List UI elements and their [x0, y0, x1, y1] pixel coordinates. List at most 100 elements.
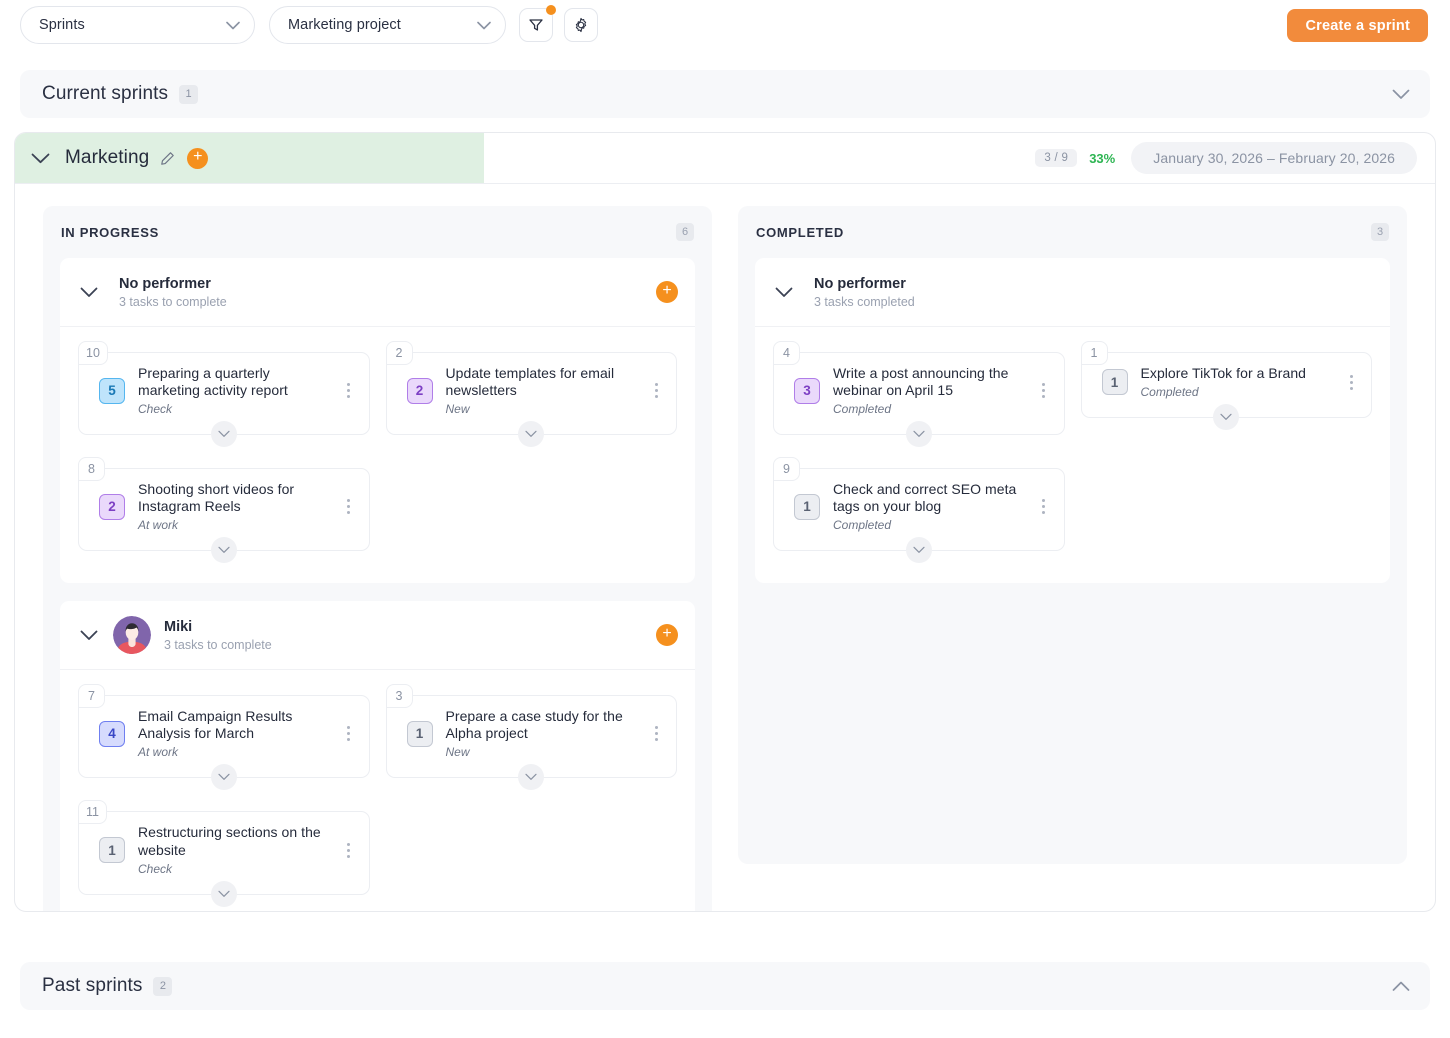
task-number-badge: 11	[78, 800, 107, 825]
more-vertical-icon[interactable]	[341, 726, 357, 742]
task-list: 10 5 Preparing a quarterly marketing activ…	[60, 327, 695, 573]
task-expand-button[interactable]	[210, 764, 237, 791]
task-status: At work	[138, 745, 179, 760]
task-priority-badge: 5	[99, 377, 125, 404]
task-expand-button[interactable]	[210, 421, 237, 448]
task-list: 4 3 Write a post announcing the webinar on…	[755, 327, 1390, 573]
task-priority-badge: 1	[406, 720, 433, 747]
task-card[interactable]: 4 Email Campaign Results Analysis for Mar…	[78, 695, 370, 791]
task-priority-badge: 1	[99, 837, 125, 864]
task-title: Preparing a quarterly marketing activity…	[138, 365, 288, 399]
task-text: Explore TikTok for a Brand Completed	[1141, 365, 1338, 399]
task-priority-badge: 1	[794, 493, 820, 520]
more-vertical-icon[interactable]	[1343, 374, 1359, 390]
add-task-to-sprint-button[interactable]: +	[187, 147, 209, 169]
task-number-badge: 4	[773, 341, 800, 365]
past-sprints-section-header[interactable]: Past sprints 2	[20, 962, 1430, 1010]
current-sprints-section-header[interactable]: Current sprints 1	[20, 70, 1430, 118]
more-vertical-icon[interactable]	[1036, 499, 1052, 515]
chevron-down-icon	[210, 21, 240, 30]
task-list: 7 4 Email Campaign Results Analysis for Ma…	[60, 670, 695, 911]
performer-info: No performer 3 tasks completed	[814, 276, 915, 309]
task-text: Check and correct SEO meta tags on your …	[833, 481, 1030, 532]
more-vertical-icon[interactable]	[1036, 383, 1052, 399]
filter-button[interactable]	[519, 5, 556, 42]
gear-icon	[575, 17, 587, 33]
current-sprints-title: Current sprints	[42, 83, 169, 104]
more-vertical-icon[interactable]	[341, 383, 357, 399]
sprint-meta: 3 / 9 33% January 30, 2026 – February 20…	[1035, 142, 1417, 174]
current-sprints-count: 1	[179, 84, 199, 104]
task-title: Email Campaign Results Analysis for Marc…	[138, 708, 293, 742]
column-title: COMPLETED	[756, 224, 844, 240]
project-select[interactable]: Marketing project	[269, 6, 506, 44]
add-task-button[interactable]: +	[656, 281, 678, 303]
chevron-down-icon[interactable]	[1392, 89, 1410, 100]
task-text: Preparing a quarterly marketing activity…	[138, 365, 335, 416]
task-expand-button[interactable]	[518, 421, 545, 448]
task-card[interactable]: 1 Restructuring sections on the website Ch…	[78, 811, 370, 907]
task-expand-button[interactable]	[210, 880, 237, 907]
performer-group-header: Miki 3 tasks to complete +	[60, 601, 695, 671]
task-title: Update templates for email newsletters	[445, 365, 615, 399]
task-number-badge: 3	[385, 684, 413, 709]
task-card[interactable]: 2 Shooting short videos for Instagram Ree…	[78, 468, 370, 564]
task-card-wrapper: 7 4 Email Campaign Results Analysis for Ma…	[70, 684, 378, 800]
create-sprint-button[interactable]: Create a sprint	[1287, 9, 1428, 42]
chevron-down-icon	[461, 21, 491, 30]
sprint-progress-ratio: 3 / 9	[1035, 149, 1078, 167]
task-status: At work	[138, 518, 179, 533]
column-header: COMPLETED 3	[738, 206, 1407, 258]
task-status: Completed	[833, 518, 892, 533]
performer-task-count: 3 tasks completed	[814, 294, 915, 309]
performer-name: No performer	[814, 275, 906, 292]
task-expand-button[interactable]	[518, 764, 545, 791]
task-title: Restructuring sections on the website	[138, 824, 321, 858]
task-card[interactable]: 5 Preparing a quarterly marketing activit…	[78, 352, 370, 448]
task-status: New	[445, 745, 470, 760]
task-card-wrapper: 3 1 Prepare a case study for the Alpha pro…	[378, 684, 686, 800]
task-expand-button[interactable]	[905, 537, 932, 564]
task-card[interactable]: 1 Check and correct SEO meta tags on your…	[773, 468, 1065, 564]
task-expand-button[interactable]	[905, 421, 932, 448]
task-number-badge: 7	[78, 684, 105, 709]
more-vertical-icon[interactable]	[341, 499, 357, 515]
performer-group-header: No performer 3 tasks to complete +	[60, 258, 695, 327]
performer-task-count: 3 tasks to complete	[164, 637, 272, 652]
task-title: Explore TikTok for a Brand	[1140, 365, 1306, 381]
task-text: Restructuring sections on the website Che…	[138, 824, 335, 875]
task-card[interactable]: 1 Prepare a case study for the Alpha proj…	[385, 695, 677, 791]
sprint-date-range[interactable]: January 30, 2026 – February 20, 2026	[1131, 142, 1417, 174]
more-vertical-icon[interactable]	[341, 842, 357, 858]
task-number-badge: 1	[1080, 341, 1108, 365]
chevron-up-icon[interactable]	[1392, 981, 1410, 992]
add-task-button[interactable]: +	[656, 624, 678, 647]
task-title: Prepare a case study for the Alpha proje…	[445, 708, 623, 742]
task-title: Shooting short videos for Instagram Reel…	[138, 481, 295, 515]
task-card-wrapper: 8 2 Shooting short videos for Instagram Re…	[70, 457, 378, 573]
task-card[interactable]: 2 Update templates for email newsletters N…	[385, 352, 677, 448]
pencil-icon[interactable]	[160, 151, 175, 166]
chevron-down-icon[interactable]	[76, 283, 102, 302]
chevron-down-icon[interactable]	[771, 283, 797, 302]
task-card[interactable]: 1 Explore TikTok for a Brand Completed	[1080, 352, 1372, 431]
chevron-down-icon[interactable]	[76, 626, 102, 645]
task-title: Write a post announcing the webinar on A…	[833, 365, 1009, 399]
task-card-wrapper: 10 5 Preparing a quarterly marketing activ…	[70, 341, 378, 457]
task-expand-button[interactable]	[1213, 404, 1240, 431]
view-select[interactable]: Sprints	[20, 6, 255, 44]
sprint-progress-percent: 33%	[1089, 150, 1116, 166]
task-priority-badge: 3	[794, 377, 820, 404]
performer-task-count: 3 tasks to complete	[119, 294, 227, 309]
sprint-collapse-chevron[interactable]	[31, 153, 50, 164]
task-card[interactable]: 3 Write a post announcing the webinar on …	[773, 352, 1065, 448]
more-vertical-icon[interactable]	[648, 383, 664, 399]
more-vertical-icon[interactable]	[648, 726, 664, 742]
avatar	[113, 616, 151, 655]
performer-info: Miki 3 tasks to complete	[164, 619, 272, 652]
performer-group: No performer 3 tasks completed 4 3 Write a p…	[755, 258, 1390, 584]
performer-group-header: No performer 3 tasks completed	[755, 258, 1390, 327]
task-expand-button[interactable]	[210, 537, 237, 564]
filter-icon	[529, 19, 543, 31]
settings-button[interactable]	[564, 8, 598, 42]
